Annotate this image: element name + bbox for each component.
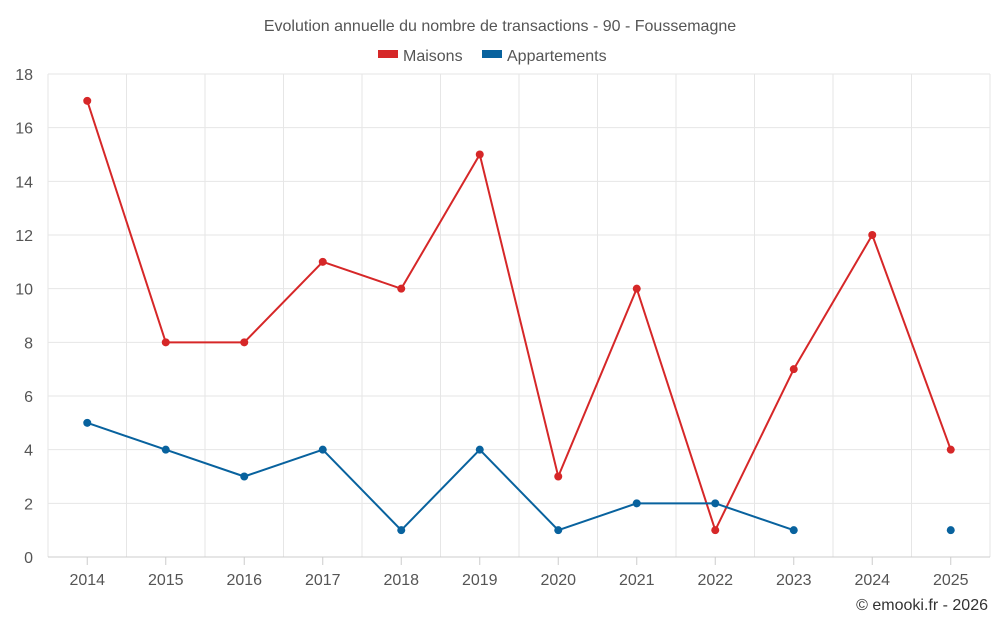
x-tick-label-2024: 2024: [854, 572, 890, 589]
data-point-maisons-2020[interactable]: [554, 472, 563, 481]
data-point-maisons-2025[interactable]: [946, 445, 955, 454]
y-tick-label-6: 6: [24, 389, 33, 406]
y-tick-label-2: 2: [24, 496, 33, 513]
legend-label-appartements: Appartements: [507, 48, 607, 65]
series-maisons: [83, 96, 955, 535]
data-point-appartements-2023[interactable]: [789, 526, 798, 535]
x-tick-label-2022: 2022: [697, 572, 733, 589]
x-tick-label-2016: 2016: [226, 572, 262, 589]
y-tick-label-8: 8: [24, 335, 33, 352]
legend-item-appartements[interactable]: Appartements: [482, 48, 607, 65]
data-point-maisons-2022[interactable]: [711, 526, 720, 535]
x-tick-label-2018: 2018: [383, 572, 419, 589]
x-tick-label-2025: 2025: [933, 572, 969, 589]
series-appartements: [83, 418, 955, 535]
data-point-maisons-2019[interactable]: [475, 150, 484, 159]
legend-label-maisons: Maisons: [403, 48, 463, 65]
data-point-appartements-2017[interactable]: [318, 445, 327, 454]
y-tick-label-10: 10: [15, 282, 33, 299]
data-point-appartements-2019[interactable]: [475, 445, 484, 454]
data-point-appartements-2016[interactable]: [240, 472, 249, 481]
y-tick-label-4: 4: [24, 443, 33, 460]
data-point-maisons-2024[interactable]: [868, 231, 877, 239]
x-tick-label-2020: 2020: [540, 572, 576, 589]
grid: [47, 73, 991, 557]
credit-text: © emooki.fr - 2026: [856, 597, 988, 614]
series: [83, 96, 955, 535]
x-tick-label-2014: 2014: [69, 572, 105, 589]
series-line-maisons: [86, 100, 952, 532]
y-axis: 0 2 4 6 8 10 12 14 16 18: [15, 67, 33, 567]
legend-swatch-maisons: [378, 50, 398, 58]
y-tick-label-18: 18: [15, 67, 33, 84]
x-tick-label-2017: 2017: [305, 572, 341, 589]
data-point-maisons-2021[interactable]: [632, 284, 641, 293]
x-tick-label-2019: 2019: [462, 572, 498, 589]
y-tick-label-14: 14: [15, 174, 33, 191]
x-tick-label-2023: 2023: [776, 572, 812, 589]
data-point-maisons-2023[interactable]: [789, 365, 798, 374]
data-point-appartements-2014[interactable]: [83, 418, 92, 427]
data-point-maisons-2014[interactable]: [83, 96, 92, 105]
legend-item-maisons[interactable]: Maisons: [378, 48, 463, 65]
y-tick-label-16: 16: [15, 121, 33, 138]
chart-title: Evolution annuelle du nombre de transact…: [264, 18, 736, 35]
data-point-appartements-2015[interactable]: [161, 445, 170, 454]
legend-swatch-appartements: [482, 50, 502, 58]
data-point-appartements-2018[interactable]: [397, 526, 406, 535]
legend: Maisons Appartements: [378, 48, 607, 65]
data-point-maisons-2017[interactable]: [318, 257, 327, 266]
data-point-maisons-2018[interactable]: [397, 284, 406, 293]
data-point-appartements-2021[interactable]: [632, 499, 641, 508]
x-tick-label-2015: 2015: [148, 572, 184, 589]
y-tick-label-12: 12: [15, 228, 33, 245]
data-point-maisons-2015[interactable]: [161, 338, 170, 347]
data-point-appartements-2025[interactable]: [946, 526, 955, 535]
x-tick-label-2021: 2021: [619, 572, 655, 589]
data-point-appartements-2020[interactable]: [554, 526, 563, 535]
y-tick-label-0: 0: [24, 550, 33, 567]
data-point-maisons-2016[interactable]: [240, 338, 249, 347]
x-axis: 2014 2015 2016 2017 2018 2019 2020 2021 2022 2023…: [48, 556, 990, 589]
data-point-appartements-2022[interactable]: [711, 499, 720, 508]
